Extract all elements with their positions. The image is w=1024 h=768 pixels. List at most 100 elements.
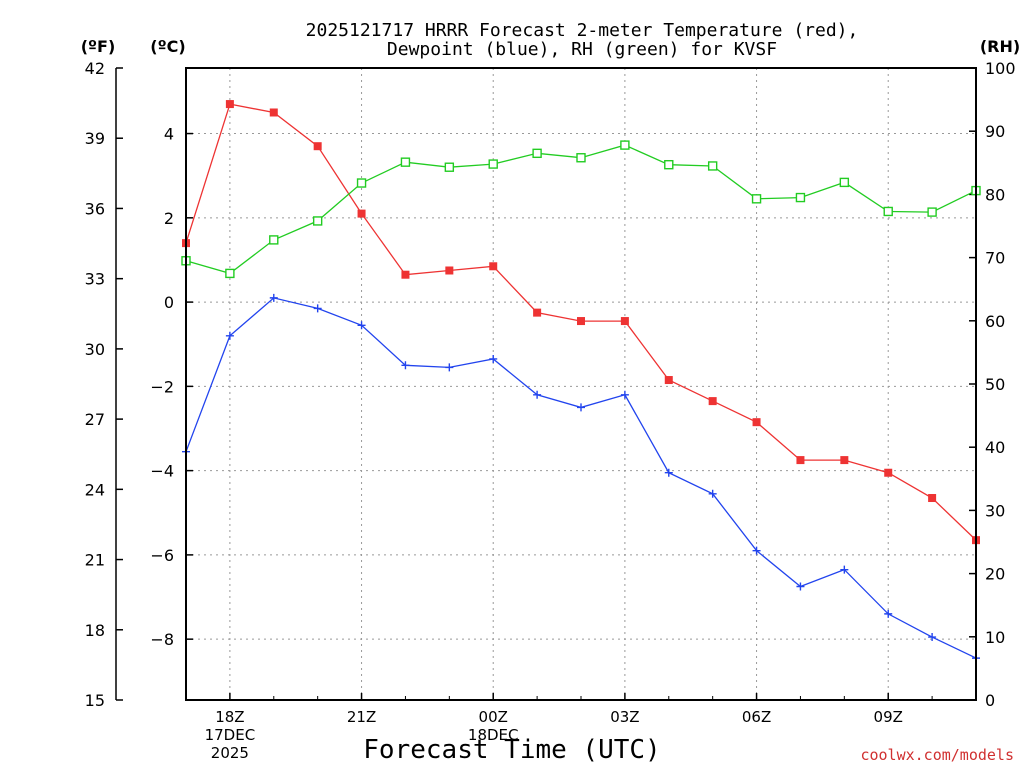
dewpoint-point	[577, 403, 585, 412]
time-tick-label: 17DEC	[205, 726, 256, 744]
rh-axis: 0 10 20 30 40 50 60 70 80 90 100	[969, 59, 1016, 710]
celsius-tick-label: −4	[150, 462, 174, 481]
rh-point	[225, 268, 235, 279]
rh-tick-label: 50	[985, 375, 1005, 394]
dewpoint-line	[185, 297, 977, 659]
dewpoint-point	[401, 361, 410, 370]
time-tick-label: 00Z	[479, 708, 508, 726]
temperature-point	[708, 397, 717, 406]
temperature-point	[445, 266, 454, 275]
dewpoint-point	[796, 582, 805, 591]
time-tick-label: 09Z	[874, 708, 903, 726]
rh-tick-label: 90	[985, 122, 1005, 141]
fahrenheit-tick-label: 42	[85, 59, 105, 78]
rh-point	[795, 192, 806, 203]
celsius-tick-label: −8	[150, 630, 174, 649]
fahrenheit-tick-label: 15	[85, 691, 105, 710]
temperature-point	[357, 209, 366, 218]
rh-tick-label: 30	[985, 501, 1005, 520]
fahrenheit-tick-label: 39	[85, 129, 105, 148]
rh-point	[664, 159, 674, 170]
rh-point	[927, 207, 937, 217]
fahrenheit-tick-label: 27	[85, 410, 105, 429]
rh-point	[620, 140, 630, 150]
rh-tick-label: 20	[985, 565, 1005, 584]
dewpoint-point	[752, 546, 761, 555]
x-axis-title: Forecast Time (UTC)	[363, 735, 660, 765]
temperature-point	[796, 456, 805, 465]
dewpoint-point	[269, 293, 278, 302]
rh-point	[751, 194, 762, 204]
rh-tick-label: 80	[985, 185, 1005, 204]
celsius-axis: −8 −6 −4 −2 0 2 4	[150, 125, 193, 649]
temperature-point	[533, 308, 542, 317]
dewpoint-point	[225, 331, 234, 340]
rh-tick-label: 60	[985, 312, 1005, 331]
dewpoint-point	[840, 565, 849, 574]
fahrenheit-axis: 15 18 21 24 27 30 33 36 39 42	[85, 59, 123, 710]
rh-point	[532, 148, 542, 159]
time-tick-label: 2025	[211, 744, 249, 762]
rh-tick-label: 70	[985, 249, 1005, 268]
rh-tick-label: 40	[985, 438, 1005, 457]
temperature-point	[884, 468, 893, 477]
rh-unit-label: (RH)	[980, 37, 1020, 56]
dewpoint-point	[708, 489, 717, 498]
rh-point	[356, 178, 367, 188]
dewpoint-point	[489, 354, 498, 363]
time-tick-label: 03Z	[610, 708, 639, 726]
time-tick-label: 18Z	[215, 708, 244, 726]
temperature-point	[489, 262, 498, 271]
rh-point	[707, 161, 718, 171]
time-tick-label: 06Z	[742, 708, 771, 726]
chart-title-line1: 2025121717 HRRR Forecast 2-meter Tempera…	[306, 20, 859, 41]
rh-tick-label: 10	[985, 628, 1005, 647]
fahrenheit-tick-label: 24	[85, 480, 105, 499]
rh-tick-label: 0	[985, 691, 995, 710]
fahrenheit-unit-label: (ºF)	[81, 37, 116, 56]
time-tick-label: 21Z	[347, 708, 376, 726]
data-series	[181, 100, 981, 663]
rh-point	[444, 162, 455, 172]
dewpoint-point	[533, 390, 542, 399]
fahrenheit-tick-label: 36	[85, 199, 105, 218]
celsius-unit-label: (ºC)	[150, 37, 185, 56]
rh-point	[883, 206, 893, 217]
rh-point	[400, 157, 411, 167]
temperature-point	[577, 317, 585, 326]
credit-text: coolwx.com/models	[860, 746, 1014, 764]
fahrenheit-tick-label: 21	[85, 551, 105, 570]
rh-point	[839, 177, 850, 188]
time-tick-label: 18DEC	[468, 726, 519, 744]
rh-line	[185, 144, 977, 275]
chart-title-line2: Dewpoint (blue), RH (green) for KVSF	[387, 39, 777, 60]
fahrenheit-tick-label: 30	[85, 340, 105, 359]
rh-point	[488, 159, 498, 169]
dewpoint-point	[928, 633, 937, 642]
rh-point	[576, 153, 586, 163]
dewpoint-point	[313, 304, 322, 313]
fahrenheit-tick-label: 33	[85, 270, 105, 289]
temperature-point	[752, 418, 761, 427]
celsius-tick-label: −6	[150, 546, 174, 565]
dewpoint-point	[664, 468, 673, 477]
temperature-point	[401, 270, 410, 279]
dewpoint-point	[445, 363, 454, 372]
celsius-tick-label: 0	[164, 293, 174, 312]
temperature-point	[928, 494, 937, 503]
celsius-tick-label: −2	[150, 377, 174, 396]
dewpoint-point	[620, 390, 629, 399]
rh-point	[312, 216, 323, 226]
celsius-tick-label: 2	[164, 209, 174, 228]
temperature-point	[225, 100, 234, 109]
celsius-tick-label: 4	[164, 125, 174, 144]
grid-lines	[186, 68, 976, 700]
rh-point	[269, 235, 279, 245]
temperature-point	[840, 456, 849, 465]
temperature-point	[313, 142, 322, 151]
rh-tick-label: 100	[985, 59, 1016, 78]
dewpoint-point	[884, 609, 893, 618]
plot-frame	[185, 67, 977, 701]
temperature-point	[620, 317, 629, 326]
